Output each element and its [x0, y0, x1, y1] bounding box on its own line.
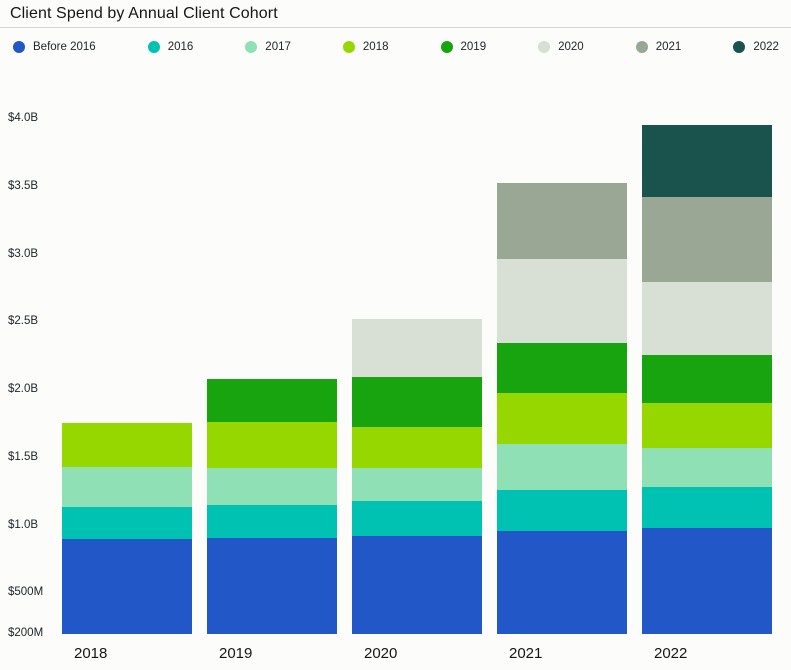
bar-segment-2021-cohort-2016 — [497, 489, 627, 531]
legend-label: 2021 — [655, 41, 682, 53]
bar-segment-2022-cohort-2021 — [642, 197, 772, 282]
legend-swatch-dot — [13, 41, 25, 53]
legend-item-2019: 2019 — [440, 41, 487, 53]
legend-swatch-dot — [245, 41, 258, 53]
bar-segment-2021-cohort-2018 — [497, 393, 627, 444]
legend-label: 2019 — [460, 41, 487, 53]
bar-segment-2020-cohort-2017 — [352, 468, 482, 502]
bar-segment-2019-cohort-2019 — [207, 378, 337, 422]
legend-item-2021: 2021 — [635, 41, 682, 53]
legend-swatch-dot — [342, 41, 355, 53]
legend-swatch-dot — [147, 41, 160, 53]
bar-segment-2018-cohort-2016 — [62, 506, 192, 540]
legend-item-2016: 2016 — [147, 41, 194, 53]
bar-segment-2020-cohort-2020 — [352, 318, 482, 378]
legend-item-2017: 2017 — [245, 41, 291, 53]
legend-label: Before 2016 — [33, 41, 96, 53]
legend-label: 2016 — [167, 41, 194, 53]
bar-segment-2019-cohort-2016 — [207, 504, 337, 538]
bar-segment-2022-cohort-2016 — [642, 486, 772, 528]
bar-segment-2020-cohort-2018 — [352, 427, 482, 468]
legend-swatch-dot — [538, 41, 551, 53]
y-axis-tick-label: $1.0B — [8, 518, 39, 531]
legend-label: 2017 — [265, 41, 291, 53]
bar-segment-2022-cohort-2018 — [642, 402, 772, 448]
y-axis-tick-label: $200M — [8, 627, 44, 639]
bar-segment-2021-cohort-2021 — [497, 182, 627, 259]
bar-segment-2022-cohort-2019 — [642, 354, 772, 403]
bar-segment-2021-cohort-2020 — [497, 258, 627, 344]
legend-item-2020: 2020 — [538, 41, 584, 53]
x-axis-label-2018: 2018 — [74, 645, 108, 662]
legend-label: 2022 — [753, 41, 779, 53]
legend-label: 2018 — [362, 41, 389, 53]
bar-segment-2020-cohort-2016 — [352, 501, 482, 537]
y-axis-tick-label: $2.0B — [8, 383, 39, 396]
legend-item-2018: 2018 — [342, 41, 389, 53]
legend-swatch-dot — [733, 41, 746, 53]
bar-segment-2019-cohort-2018 — [207, 421, 337, 468]
bar-segment-2018-cohort-before-2016 — [62, 539, 192, 634]
y-axis-tick-label: $3.0B — [8, 247, 39, 260]
x-axis-label-2021: 2021 — [509, 645, 543, 662]
bar-segment-2021-cohort-before-2016 — [497, 531, 627, 634]
x-axis-label-2022: 2022 — [654, 645, 688, 662]
y-axis-tick-label: $4.0B — [8, 112, 39, 125]
bar-segment-2018-cohort-2017 — [62, 467, 192, 507]
bar-segment-2022-cohort-2017 — [642, 447, 772, 487]
title-divider — [0, 27, 791, 28]
bar-segment-2022-cohort-2020 — [642, 281, 772, 355]
x-axis-label-2019: 2019 — [219, 645, 253, 662]
y-axis-tick-label: $3.5B — [8, 179, 39, 192]
bar-segment-2021-cohort-2017 — [497, 443, 627, 490]
y-axis-tick-label: $1.5B — [8, 450, 39, 463]
bar-segment-2022-cohort-2022 — [642, 125, 772, 197]
legend: Before 2016 2016 2017 2018 2019 2020 2021 2022 — [13, 38, 779, 56]
bar-segment-2020-cohort-2019 — [352, 377, 482, 428]
legend-item-2022: 2022 — [733, 41, 779, 53]
bar-segment-2022-cohort-before-2016 — [642, 527, 772, 634]
y-axis-tick-label: $2.5B — [8, 315, 39, 328]
legend-swatch-dot — [635, 41, 648, 53]
chart-title: Client Spend by Annual Client Cohort — [10, 5, 278, 22]
bar-segment-2021-cohort-2019 — [497, 343, 627, 394]
legend-label: 2020 — [558, 41, 584, 53]
bar-segment-2019-cohort-before-2016 — [207, 537, 337, 634]
bar-segment-2019-cohort-2017 — [207, 468, 337, 505]
x-axis-label-2020: 2020 — [364, 645, 398, 662]
bar-segment-2018-cohort-2018 — [62, 422, 192, 468]
y-axis-tick-label: $500M — [8, 586, 44, 599]
legend-item-before-2016: Before 2016 — [13, 41, 96, 53]
legend-swatch-dot — [440, 41, 453, 53]
bar-segment-2020-cohort-before-2016 — [352, 536, 482, 634]
